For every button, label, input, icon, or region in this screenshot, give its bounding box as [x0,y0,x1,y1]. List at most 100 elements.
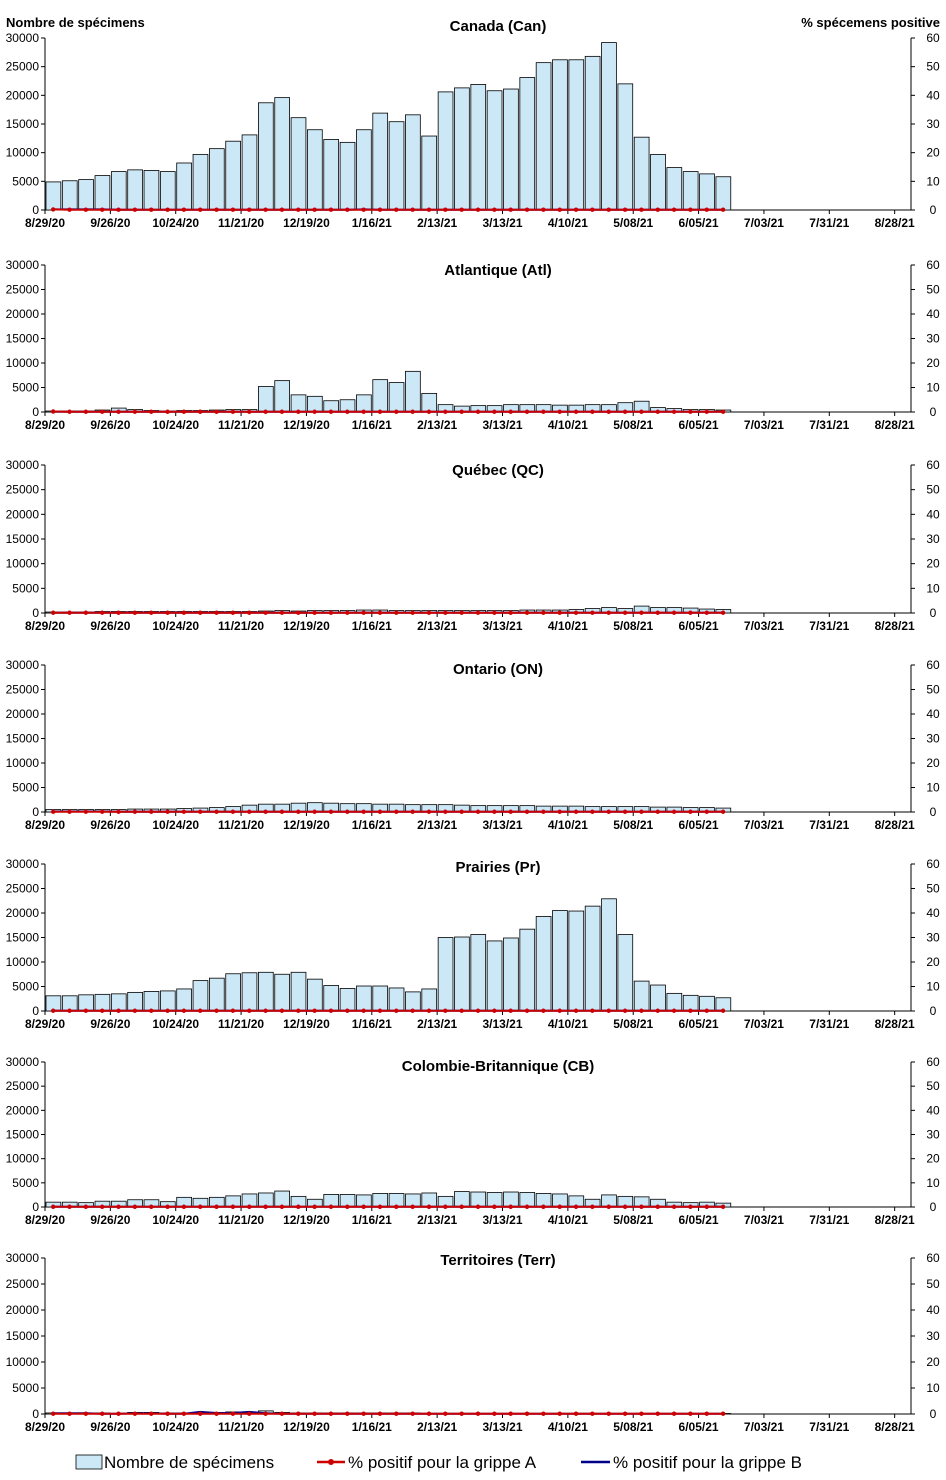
flu-a-point [296,1205,300,1209]
y2-tick-label: 10 [926,781,940,795]
flu-a-point [672,1009,676,1013]
flu-a-point [345,1009,349,1013]
flu-a-point [623,1412,627,1416]
bar [553,911,568,1011]
flu-a-point [345,611,349,615]
flu-a-point [329,1412,333,1416]
flu-a-point [247,208,251,212]
bar [111,994,126,1011]
x-tick-label: 7/31/21 [809,1213,849,1227]
x-tick-label: 8/28/21 [875,418,915,432]
bar [634,137,649,210]
bar [95,994,110,1011]
flu-a-point [182,410,186,414]
x-tick-label: 2/13/21 [417,619,457,633]
x-tick-label: 7/03/21 [744,619,784,633]
flu-a-point [329,810,333,814]
flu-a-point [231,1412,235,1416]
flu-a-point [165,208,169,212]
x-tick-label: 11/21/20 [218,1213,264,1227]
x-tick-label: 9/26/20 [90,1213,130,1227]
flu-a-point [84,611,88,615]
flu-a-point [345,810,349,814]
flu-a-point [541,1205,545,1209]
y2-tick-label: 20 [926,1152,940,1166]
flu-a-point [590,1009,594,1013]
flu-a-point [214,611,218,615]
x-tick-label: 12/19/20 [283,216,330,230]
y2-tick-label: 20 [926,146,940,160]
flu-a-point [656,1205,660,1209]
flu-a-point [639,1412,643,1416]
flu-a-point [394,1009,398,1013]
y2-tick-label: 30 [926,1329,940,1343]
flu-a-point [312,1009,316,1013]
flu-a-point [459,611,463,615]
flu-a-point [280,410,284,414]
flu-a-point [361,208,365,212]
x-tick-label: 8/29/20 [25,619,65,633]
y2-tick-label: 0 [930,805,937,819]
bar [487,91,502,210]
bar [177,989,192,1011]
flu-a-point [165,1009,169,1013]
y-tick-label: 20000 [6,507,40,521]
flu-a-point [590,410,594,414]
flu-a-point [427,810,431,814]
panel-title: Canada (Can) [450,18,547,35]
flu-a-point [394,611,398,615]
flu-a-point [590,611,594,615]
flu-a-point [721,611,725,615]
y-tick-label: 25000 [6,283,40,297]
y-tick-label: 15000 [6,1128,40,1142]
x-tick-label: 5/08/21 [613,818,653,832]
x-tick-label: 7/03/21 [744,1420,784,1434]
x-tick-label: 8/29/20 [25,1420,65,1434]
flu-a-point [345,410,349,414]
panel-title: Territoires (Terr) [440,1252,555,1269]
y2-tick-label: 10 [926,1176,940,1190]
flu-a-point [231,1205,235,1209]
x-tick-label: 4/10/21 [548,619,588,633]
flu-a-point [459,1412,463,1416]
flu-a-point [443,208,447,212]
flu-a-point [51,207,55,211]
flu-a-point [263,410,267,414]
flu-a-point [116,208,120,212]
legend-specimens-label: Nombre de spécimens [104,1453,274,1472]
x-tick-label: 5/08/21 [613,1017,653,1031]
flu-a-point [100,208,104,212]
x-tick-label: 12/19/20 [283,1420,330,1434]
flu-a-point [639,1009,643,1013]
flu-a-point [149,1412,153,1416]
flu-a-point [410,1205,414,1209]
flu-a-point [656,1412,660,1416]
y2-tick-label: 60 [926,658,940,672]
y2-tick-label: 50 [926,283,940,297]
flu-a-point [116,1412,120,1416]
flu-a-point [100,810,104,814]
flu-a-point [525,1205,529,1209]
bar [405,115,420,210]
legend-flu-a-label: % positif pour la grippe A [348,1453,537,1472]
y-tick-label: 20000 [6,906,40,920]
flu-a-point [508,1205,512,1209]
flu-a-point [541,611,545,615]
bar [634,981,649,1011]
y2-tick-label: 60 [926,258,940,272]
x-tick-label: 7/31/21 [809,1420,849,1434]
flu-a-point [590,208,594,212]
bar [389,122,404,210]
bar [422,393,437,412]
flu-a-point [721,1412,725,1416]
flu-a-point [378,810,382,814]
y-tick-label: 10000 [6,356,40,370]
bar [95,176,110,210]
flu-a-point [329,611,333,615]
x-tick-label: 12/19/20 [283,1017,330,1031]
x-tick-label: 2/13/21 [417,1420,457,1434]
y-tick-label: 30000 [6,1251,40,1265]
flu-a-point [639,611,643,615]
bar [307,979,322,1011]
flu-a-point [394,810,398,814]
